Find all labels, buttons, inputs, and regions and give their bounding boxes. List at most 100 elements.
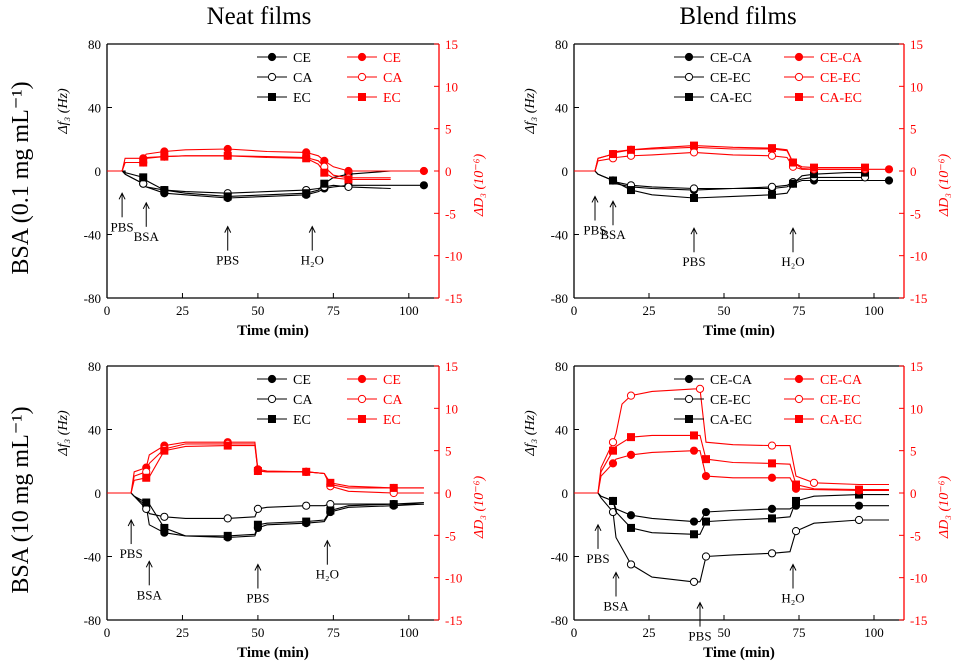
series-line [107,148,424,172]
series-point [689,446,699,455]
series-point [608,438,618,447]
legend-marker [357,52,367,62]
annotation-arrow: PBS [246,563,269,606]
left-y-tick-label: 0 [562,164,569,179]
x-tick-label: 50 [251,303,264,318]
series-point [223,441,232,450]
series-point [302,189,311,198]
arrow-head [789,227,797,235]
series-line [574,170,889,191]
legend-label: CA [293,393,313,408]
legend-marker [795,93,803,101]
annotation-label: PBS [688,629,711,644]
panel-blend-high: 0 25 50 75 100 -80 -40 0 40 80 -15 -10 -5 0 5 10 15 Time … [523,359,952,661]
series-point [223,514,232,523]
left-y-tick-label: -40 [84,228,101,243]
series-point [223,531,232,540]
series-point [689,184,699,193]
series-point [609,496,617,505]
annotation-label: PBS [586,551,609,566]
x-tick-label: 75 [793,303,806,318]
legend-label: CE-EC [710,71,750,86]
x-tick-label: 25 [176,303,189,318]
legend-label: CE-CA [710,51,753,66]
series-point [142,473,151,482]
series-point [689,148,699,157]
series-point [160,446,169,455]
legend-label: CE-CA [820,373,863,388]
legend-label: CE-CA [820,51,863,66]
legend-marker [685,93,693,101]
legend: CE-CA CE-CA CE-EC CE-EC CA-EC CA-EC [674,51,863,106]
series-line [574,170,865,199]
series-ce-frequency [107,170,429,203]
series-point [223,151,232,160]
series-point [302,154,311,163]
series-point [627,186,635,195]
arrow-head [612,571,620,579]
series-point [142,498,151,507]
legend-marker [794,52,804,62]
legend-marker [268,93,276,101]
series-point [626,560,636,569]
series-point [855,485,863,494]
series-point [160,523,169,532]
series-ec-dissipation [107,151,391,184]
arrow-head [690,227,698,235]
legend-marker [357,394,367,404]
series-point [789,158,797,167]
legend-label: CA-EC [710,91,752,106]
series-point [810,163,818,172]
right-y-tick-label: 10 [445,79,458,94]
series-point [690,193,698,202]
series-point [702,455,710,464]
left-y-axis-label: Δf₃ (Hz) [56,88,71,135]
annotation-label: BSA [137,587,163,602]
series-point [389,483,398,492]
left-y-axis-label: Δf₃ (Hz) [56,410,71,457]
panel-neat-low: 0 25 50 75 100 -80 -40 0 40 80 -15 -10 -5 0 5 10 15 Time … [56,37,487,339]
legend-label: CA [383,71,403,86]
annotation-label: PBS [216,253,239,268]
x-tick-label: 25 [176,625,189,640]
right-y-tick-label: 10 [910,401,923,416]
panel-blend-low: 0 25 50 75 100 -80 -40 0 40 80 -15 -10 -5 0 5 10 15 Time … [523,37,952,339]
left-y-tick-label: 80 [555,359,568,374]
x-tick-label: 0 [571,625,578,640]
left-y-tick-label: -80 [551,291,568,306]
x-tick-label: 25 [643,303,656,318]
legend-label: CA-EC [820,91,862,106]
right-y-tick-label: 0 [910,486,917,501]
annotation-arrow: BSA [603,571,629,613]
series-point [689,577,699,587]
series-point [767,441,777,450]
series-point [767,504,777,513]
series-ce-ec-dissipation [574,384,889,494]
x-tick-label: 50 [718,625,731,640]
x-tick-label: 50 [718,303,731,318]
x-tick-label: 100 [864,625,884,640]
series-point [767,182,777,191]
left-y-tick-label: 0 [562,486,569,501]
series-ca-ec-dissipation [574,141,869,172]
series-point [160,512,169,521]
arrow-head [224,225,232,233]
right-y-tick-label: -5 [910,528,921,543]
legend-marker [794,72,804,82]
x-axis-label: Time (min) [703,645,775,661]
series-point [326,478,335,487]
arrow-head [323,539,331,547]
arrow-head [142,201,150,210]
left-y-axis-label: Δf₃ (Hz) [523,410,538,457]
annotation-arrow: PBS [688,601,712,644]
series-point [627,523,635,532]
legend-label: EC [383,91,401,106]
series-point [626,511,636,520]
series-point [139,158,148,167]
series-ce-ca-dissipation [574,446,889,495]
series-point [702,517,710,526]
arrow-head [591,195,599,203]
series-point [223,192,232,201]
annotation-arrow: H₂O [316,539,339,582]
